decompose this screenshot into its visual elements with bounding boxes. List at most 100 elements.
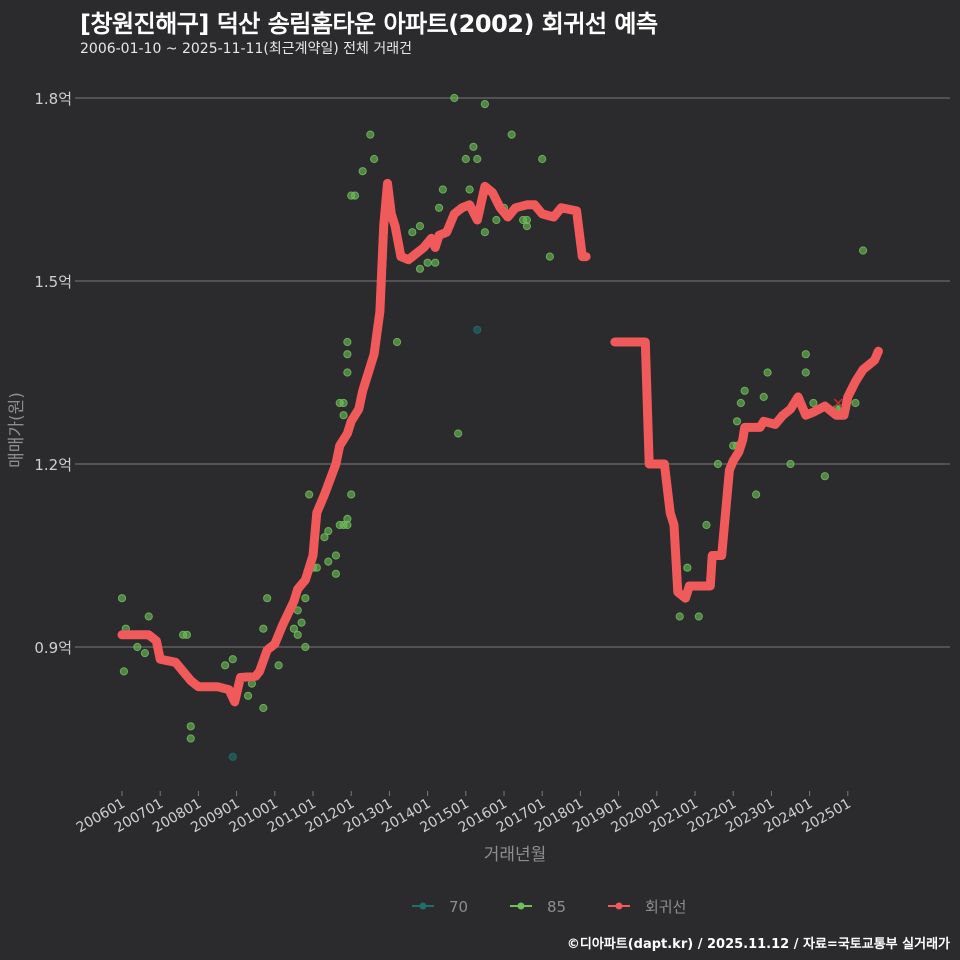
data-point: [347, 490, 356, 499]
data-point: [186, 734, 195, 743]
data-point: [324, 527, 333, 536]
data-point: [469, 142, 478, 151]
data-point: [415, 222, 425, 231]
data-point: [320, 533, 329, 542]
data-point: [522, 215, 532, 225]
data-point: [415, 264, 425, 273]
data-point: [694, 612, 703, 621]
y-tick-label: 1.8억: [34, 90, 72, 108]
data-point: [324, 557, 333, 566]
data-point: [366, 130, 375, 139]
regression-segment: [117, 178, 591, 707]
data-point: [358, 167, 367, 176]
data-point: [133, 642, 142, 652]
data-point: [370, 154, 379, 164]
data-point: [736, 398, 745, 408]
legend-item: 70: [412, 898, 468, 916]
data-point: [538, 154, 547, 164]
data-point: [293, 630, 302, 639]
chart-title: [창원진해구] 덕산 송림홈타운 아파트(2002) 회귀선 예측: [80, 10, 658, 38]
data-point: [297, 618, 306, 627]
data-point: [450, 93, 459, 103]
data-point: [465, 185, 474, 194]
data-point: [119, 667, 129, 676]
data-point: [473, 154, 482, 164]
legend-swatch-icon: [517, 902, 525, 910]
data-point: [301, 642, 310, 652]
data-point: [117, 594, 127, 603]
legend: 70 85 회귀선: [412, 898, 686, 916]
data-point: [144, 612, 153, 621]
data-point: [339, 398, 348, 408]
data-point: [683, 563, 692, 572]
data-point: [675, 612, 684, 621]
footer-credit: ©디아파트(dapt.kr) / 2025.11.12 / 자료=국토교통부 실…: [566, 937, 950, 952]
data-point: [392, 337, 402, 347]
legend-item: 회귀선: [608, 898, 686, 916]
data-point: [228, 752, 237, 761]
y-axis-label: 매매가(원): [7, 392, 27, 468]
data-point: [713, 459, 723, 469]
data-point: [259, 703, 268, 713]
data-point: [301, 594, 310, 603]
data-point: [545, 252, 554, 261]
data-point: [763, 368, 772, 377]
data-point: [243, 691, 253, 700]
series-85-points: [117, 93, 868, 743]
legend-label: 85: [547, 898, 566, 916]
data-point: [461, 154, 470, 164]
data-point: [423, 258, 432, 267]
data-point: [343, 520, 352, 530]
legend-item: 85: [510, 898, 566, 916]
legend-swatch-icon: [419, 902, 427, 910]
data-point: [454, 429, 463, 438]
data-point: [702, 520, 711, 530]
data-point: [732, 417, 742, 426]
legend-swatch-icon: [615, 902, 623, 910]
data-point: [343, 368, 352, 377]
y-tick-label: 0.9억: [34, 639, 72, 657]
data-point: [786, 459, 795, 469]
data-point: [331, 551, 341, 560]
data-point: [480, 100, 489, 109]
data-point: [801, 350, 810, 359]
data-point: [343, 337, 352, 347]
y-tick-label: 1.2억: [34, 456, 72, 474]
data-point: [851, 398, 860, 408]
data-point: [408, 228, 417, 237]
data-point: [434, 203, 444, 212]
data-point: [259, 624, 268, 633]
data-point: [801, 368, 810, 377]
data-point: [305, 490, 314, 499]
data-point: [274, 661, 283, 670]
data-point: [331, 569, 341, 578]
series-70-points: [228, 325, 482, 761]
data-point: [182, 630, 192, 639]
gridlines: [80, 97, 950, 648]
data-point: [480, 228, 489, 237]
data-point: [350, 191, 360, 200]
data-point: [492, 215, 501, 225]
data-point: [339, 411, 348, 420]
regression-line: [117, 178, 883, 707]
legend-label: 회귀선: [645, 898, 686, 916]
data-point: [473, 325, 482, 334]
legend-label: 70: [449, 898, 468, 916]
data-point: [752, 490, 761, 499]
data-point: [221, 661, 230, 670]
data-point: [228, 655, 237, 664]
data-point: [820, 472, 829, 481]
data-point: [507, 130, 516, 139]
marker-x-icon: [833, 398, 843, 408]
data-point: [263, 594, 272, 603]
data-point: [431, 258, 440, 267]
chart-subtitle: 2006-01-10 ~ 2025-11-11(최근계약일) 전체 거래건: [80, 41, 412, 57]
x-axis-ticks: 2006012007012008012009012010012011012012…: [74, 791, 854, 836]
data-point: [740, 386, 749, 395]
data-point: [186, 722, 195, 731]
data-point: [343, 350, 352, 359]
data-point: [289, 624, 298, 633]
data-point: [759, 392, 768, 401]
data-point: [438, 185, 447, 194]
data-point: [809, 398, 818, 408]
